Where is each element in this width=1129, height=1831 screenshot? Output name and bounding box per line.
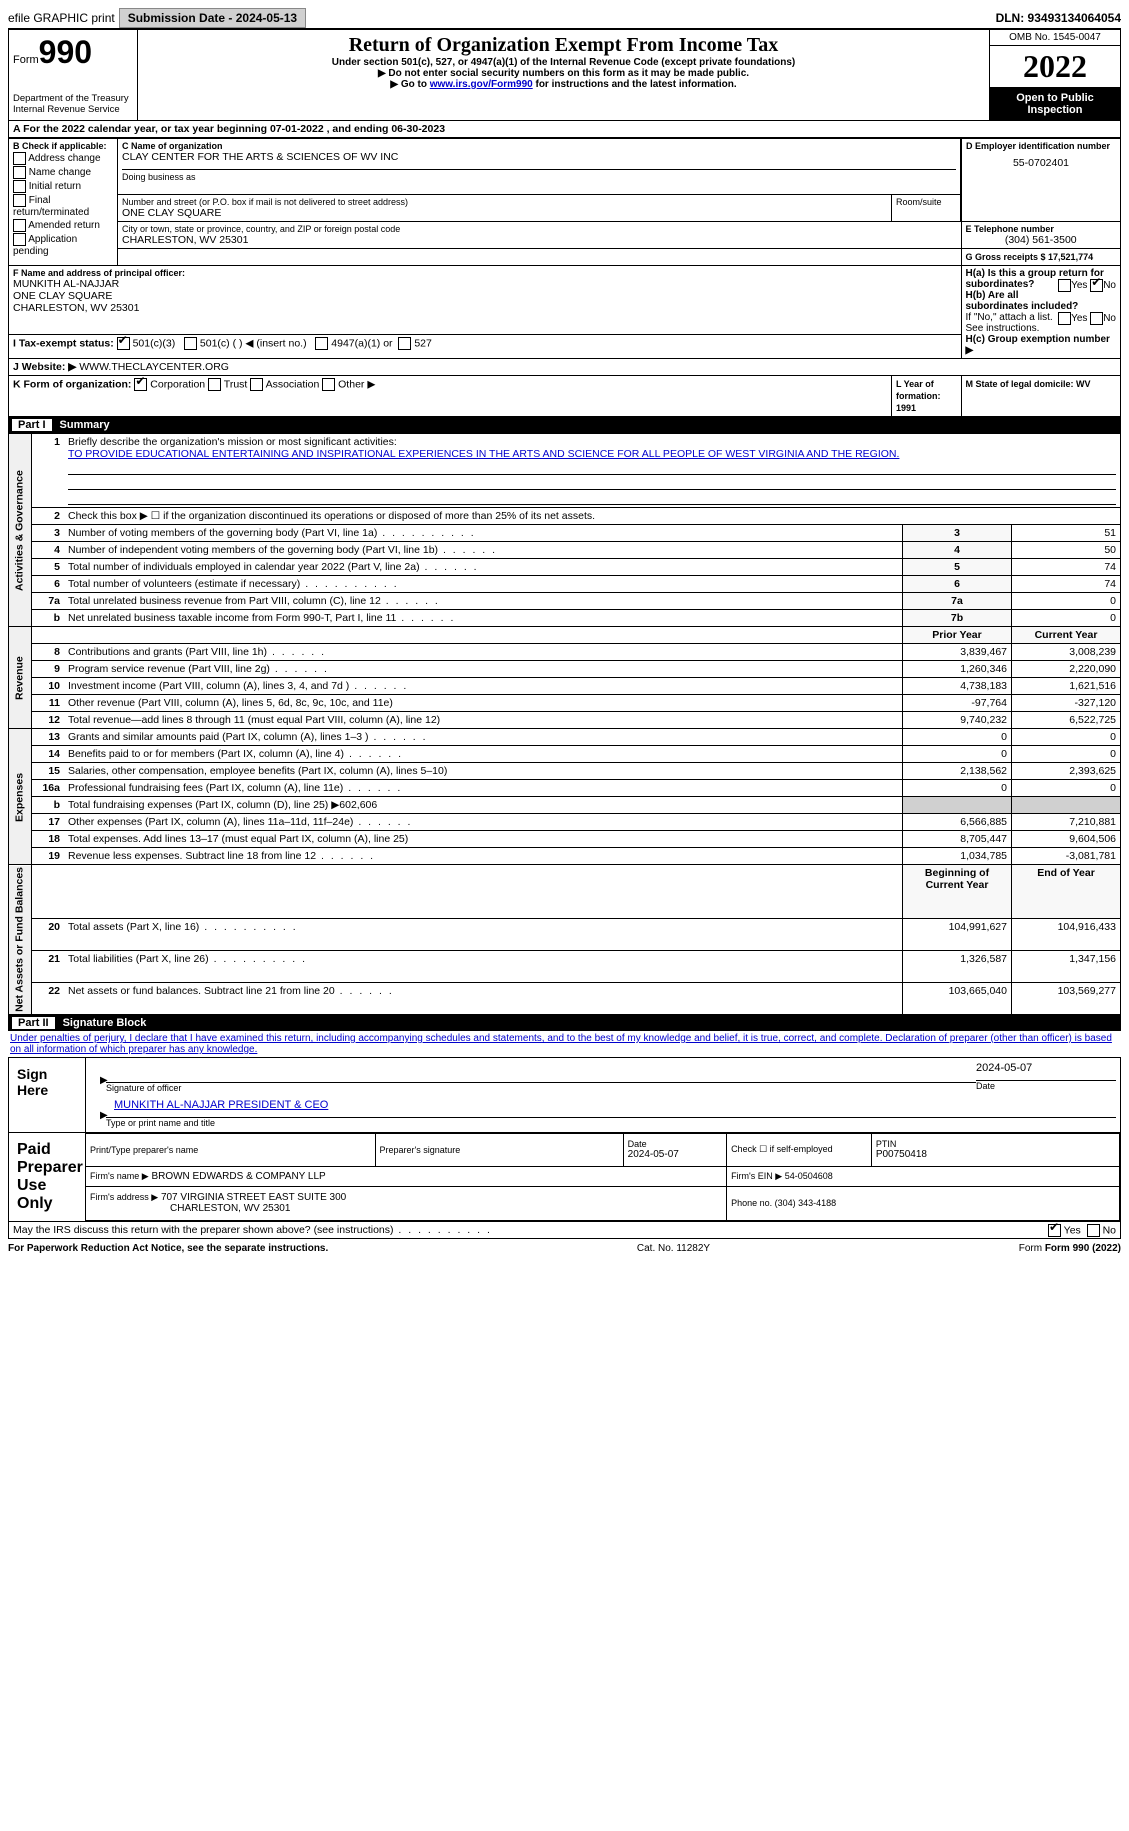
period-a: A For the 2022 calendar year, or tax yea… — [8, 121, 1121, 138]
line2: Check this box ▶ ☐ if the organization d… — [64, 508, 1121, 525]
footer: For Paperwork Reduction Act Notice, see … — [8, 1243, 1121, 1254]
k-corp[interactable] — [134, 378, 147, 391]
ha-yes[interactable] — [1058, 279, 1071, 292]
sign-here: Sign Here Signature of officer 2024-05-0… — [8, 1057, 1121, 1133]
check-initial[interactable] — [13, 180, 26, 193]
vlabel-activities: Activities & Governance — [9, 434, 32, 627]
check-final[interactable] — [13, 194, 26, 207]
check-name[interactable] — [13, 166, 26, 179]
discuss-yes[interactable] — [1048, 1224, 1061, 1237]
box-c-name: C Name of organization CLAY CENTER FOR T… — [118, 139, 962, 195]
inspection: Open to Public Inspection — [990, 88, 1120, 120]
box-f: F Name and address of principal officer:… — [9, 266, 962, 335]
vlabel-revenue: Revenue — [9, 627, 32, 729]
hb-no[interactable] — [1090, 312, 1103, 325]
box-k: K Form of organization: Corporation Trus… — [9, 376, 892, 417]
part1-header: Part I Summary — [8, 417, 1121, 433]
box-c-room: Room/suite — [892, 195, 962, 222]
header: Form990 Department of the Treasury Inter… — [8, 28, 1121, 121]
box-c-addr: Number and street (or P.O. box if mail i… — [118, 195, 892, 222]
check-pending[interactable] — [13, 233, 26, 246]
box-l: L Year of formation: 1991 — [892, 376, 962, 417]
k-trust[interactable] — [208, 378, 221, 391]
declaration: Under penalties of perjury, I declare th… — [8, 1031, 1121, 1057]
form-number: Form990 — [13, 34, 133, 71]
sub2: ▶ Do not enter social security numbers o… — [142, 68, 985, 79]
hb-yes[interactable] — [1058, 312, 1071, 325]
box-d: D Employer identification number 55-0702… — [961, 139, 1121, 222]
efile-label: efile GRAPHIC print — [8, 11, 115, 25]
box-m: M State of legal domicile: WV — [961, 376, 1121, 417]
top-bar: efile GRAPHIC print Submission Date - 20… — [8, 8, 1121, 28]
form-title: Return of Organization Exempt From Incom… — [142, 34, 985, 57]
header-center: Return of Organization Exempt From Incom… — [138, 30, 989, 120]
box-h: H(a) Is this a group return for subordin… — [961, 266, 1121, 359]
check-amended[interactable] — [13, 219, 26, 232]
tax-year: 2022 — [990, 46, 1120, 88]
sub1: Under section 501(c), 527, or 4947(a)(1)… — [142, 57, 985, 68]
box-j: J Website: ▶ WWW.THECLAYCENTER.ORG — [9, 359, 1121, 376]
k-other[interactable] — [322, 378, 335, 391]
vlabel-net: Net Assets or Fund Balances — [9, 865, 32, 1015]
header-right: OMB No. 1545-0047 2022 Open to Public In… — [989, 30, 1120, 120]
i-501c3[interactable] — [117, 337, 130, 350]
line1: Briefly describe the organization's miss… — [64, 434, 1121, 508]
sub3: ▶ Go to www.irs.gov/Form990 for instruct… — [142, 79, 985, 90]
part2-header: Part II Signature Block — [8, 1015, 1121, 1031]
box-g: G Gross receipts $ 17,521,774 — [961, 249, 1121, 266]
box-c-city: City or town, state or province, country… — [118, 222, 962, 249]
omb: OMB No. 1545-0047 — [990, 30, 1120, 46]
i-527[interactable] — [398, 337, 411, 350]
k-assoc[interactable] — [250, 378, 263, 391]
header-left: Form990 Department of the Treasury Inter… — [9, 30, 138, 120]
irs-link[interactable]: www.irs.gov/Form990 — [430, 79, 533, 90]
mission-text[interactable]: TO PROVIDE EDUCATIONAL ENTERTAINING AND … — [68, 448, 899, 460]
i-4947[interactable] — [315, 337, 328, 350]
i-501c[interactable] — [184, 337, 197, 350]
check-address[interactable] — [13, 152, 26, 165]
discuss-row: May the IRS discuss this return with the… — [8, 1222, 1121, 1239]
summary-table: Activities & Governance 1 Briefly descri… — [8, 433, 1121, 1015]
ha-no[interactable] — [1090, 279, 1103, 292]
dln: DLN: 93493134064054 — [996, 11, 1121, 25]
box-e: E Telephone number (304) 561-3500 — [961, 222, 1121, 249]
submission-date: Submission Date - 2024-05-13 — [119, 8, 306, 28]
dept-label: Department of the Treasury Internal Reve… — [13, 93, 133, 115]
box-i: I Tax-exempt status: 501(c)(3) 501(c) ( … — [9, 334, 962, 358]
info-grid: B Check if applicable: Address change Na… — [8, 138, 1121, 417]
officer-name[interactable]: MUNKITH AL-NAJJAR PRESIDENT & CEO — [114, 1099, 328, 1111]
box-b: B Check if applicable: Address change Na… — [9, 139, 118, 266]
paid-preparer: Paid Preparer Use Only Print/Type prepar… — [8, 1133, 1121, 1222]
discuss-no[interactable] — [1087, 1224, 1100, 1237]
vlabel-expenses: Expenses — [9, 729, 32, 865]
